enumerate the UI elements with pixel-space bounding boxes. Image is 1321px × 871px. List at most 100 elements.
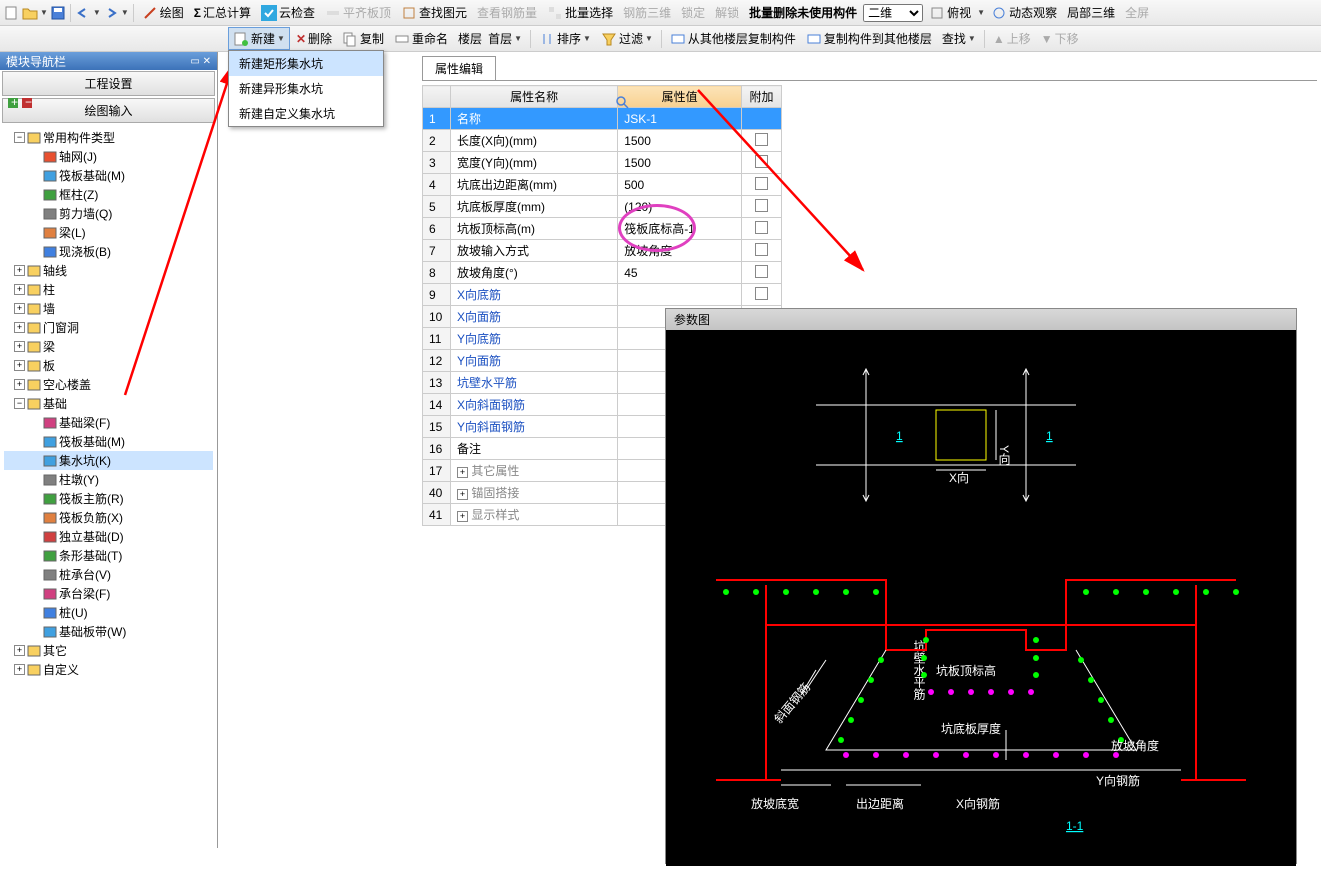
view-rebar-btn[interactable]: 查看钢筋量 (473, 2, 541, 23)
cloud-check-btn[interactable]: 云检查 (257, 2, 319, 23)
tree-item[interactable]: 桩承台(V) (4, 565, 213, 584)
new-doc-icon[interactable] (4, 5, 20, 21)
tree-toggle[interactable]: + (14, 341, 25, 352)
property-row[interactable]: 2 长度(X向)(mm) 1500 (423, 130, 782, 152)
prop-value[interactable]: JSK-1 (618, 108, 742, 130)
tree-toggle[interactable]: + (14, 322, 25, 333)
filter-btn[interactable]: 过滤 ▼ (597, 28, 657, 49)
property-row[interactable]: 5 坑底板厚度(mm) (120) (423, 196, 782, 218)
property-row[interactable]: 8 放坡角度(°) 45 (423, 262, 782, 284)
tree-item[interactable]: 筏板基础(M) (4, 166, 213, 185)
tree-item[interactable]: +门窗洞 (4, 318, 213, 337)
save-icon[interactable] (50, 5, 66, 21)
redo-icon[interactable] (103, 5, 119, 21)
prop-value[interactable]: 筏板底标高-1 (618, 218, 742, 240)
tree-item[interactable]: 独立基础(D) (4, 527, 213, 546)
tree-item[interactable]: +空心楼盖 (4, 375, 213, 394)
tree-toggle[interactable]: + (14, 379, 25, 390)
tree-item[interactable]: 承台梁(F) (4, 584, 213, 603)
find-btn[interactable]: 查找 ▼ (938, 28, 980, 49)
copy-btn[interactable]: 复制 (338, 28, 388, 49)
move-down-btn[interactable]: ▼下移 (1037, 28, 1083, 49)
dropdown-item[interactable]: 新建自定义集水坑 (229, 101, 383, 126)
tree-item[interactable]: 剪力墙(Q) (4, 204, 213, 223)
tree-item[interactable]: 条形基础(T) (4, 546, 213, 565)
batch-delete-btn[interactable]: 批量删除未使用构件 (745, 2, 861, 23)
tree-toggle[interactable]: + (14, 360, 25, 371)
tree-toggle[interactable]: + (14, 303, 25, 314)
batch-select-btn[interactable]: 批量选择 (543, 2, 617, 23)
property-row[interactable]: 6 坑板顶标高(m) 筏板底标高-1 (423, 218, 782, 240)
sidebar-controls[interactable]: ▭ ✕ (190, 56, 211, 67)
tree-item[interactable]: 框柱(Z) (4, 185, 213, 204)
dropdown-item[interactable]: 新建矩形集水坑 (229, 51, 383, 76)
dropdown-item[interactable]: 新建异形集水坑 (229, 76, 383, 101)
prop-value[interactable]: 500 (618, 174, 742, 196)
tree-item[interactable]: −基础 (4, 394, 213, 413)
orbit-btn[interactable]: 动态观察 (987, 2, 1061, 23)
tree-item[interactable]: 基础板带(W) (4, 622, 213, 641)
prop-extra[interactable] (742, 218, 782, 240)
tree-item[interactable]: 柱墩(Y) (4, 470, 213, 489)
prop-value[interactable]: 1500 (618, 130, 742, 152)
tree-item[interactable]: 筏板负筋(X) (4, 508, 213, 527)
view-mode-select[interactable]: 二维 (863, 4, 923, 22)
tree-item[interactable]: +梁 (4, 337, 213, 356)
tree-item[interactable]: +柱 (4, 280, 213, 299)
copy-to-floor-btn[interactable]: 复制构件到其他楼层 (802, 28, 936, 49)
property-row[interactable]: 4 坑底出边距离(mm) 500 (423, 174, 782, 196)
rebar-3d-btn[interactable]: 钢筋三维 (619, 2, 675, 23)
unlock-btn[interactable]: 解锁 (711, 2, 743, 23)
tree-toggle[interactable]: − (14, 132, 25, 143)
lock-btn[interactable]: 锁定 (677, 2, 709, 23)
tree-item[interactable]: 现浇板(B) (4, 242, 213, 261)
prop-value[interactable] (618, 284, 742, 306)
tree-toggle[interactable]: + (14, 265, 25, 276)
search-icon[interactable] (615, 95, 631, 111)
undo-icon[interactable] (75, 5, 91, 21)
tree-item[interactable]: 桩(U) (4, 603, 213, 622)
tree-item[interactable]: +板 (4, 356, 213, 375)
floor-select[interactable]: 首层 ▼ (484, 28, 526, 49)
tree-item[interactable]: +墙 (4, 299, 213, 318)
prop-extra[interactable] (742, 130, 782, 152)
tree-item[interactable]: +轴线 (4, 261, 213, 280)
draw-btn[interactable]: 绘图 (138, 2, 188, 23)
property-row[interactable]: 7 放坡输入方式 放坡角度 (423, 240, 782, 262)
prop-extra[interactable] (742, 196, 782, 218)
property-row[interactable]: 3 宽度(Y向)(mm) 1500 (423, 152, 782, 174)
property-row[interactable]: 9 X向底筋 (423, 284, 782, 306)
open-dropdown[interactable]: ▼ (40, 8, 48, 17)
prop-extra[interactable] (742, 152, 782, 174)
prop-extra[interactable] (742, 108, 782, 130)
prop-extra[interactable] (742, 174, 782, 196)
top-view-btn[interactable]: 俯视 (925, 2, 975, 23)
tree-item[interactable]: 集水坑(K) (4, 451, 213, 470)
tree-toggle[interactable]: − (14, 398, 25, 409)
tree-toggle[interactable]: + (14, 645, 25, 656)
prop-extra[interactable] (742, 262, 782, 284)
delete-btn[interactable]: ✕删除 (292, 28, 336, 49)
local-3d-btn[interactable]: 局部三维 (1063, 2, 1119, 23)
tree-toggle[interactable]: + (14, 664, 25, 675)
prop-value[interactable]: 45 (618, 262, 742, 284)
tree-toggle[interactable]: + (14, 284, 25, 295)
tree-item[interactable]: 梁(L) (4, 223, 213, 242)
rename-btn[interactable]: 重命名 (390, 28, 452, 49)
tab-property-edit[interactable]: 属性编辑 (422, 56, 496, 80)
open-icon[interactable] (22, 5, 38, 21)
copy-from-floor-btn[interactable]: 从其他楼层复制构件 (666, 28, 800, 49)
fullscreen-btn[interactable]: 全屏 (1121, 2, 1153, 23)
new-btn[interactable]: 新建 ▼ (228, 27, 290, 50)
prop-value[interactable]: (120) (618, 196, 742, 218)
tree-item[interactable]: −常用构件类型 (4, 128, 213, 147)
find-element-btn[interactable]: 查找图元 (397, 2, 471, 23)
tree-item[interactable]: 轴网(J) (4, 147, 213, 166)
align-top-btn[interactable]: 平齐板顶 (321, 2, 395, 23)
prop-value[interactable]: 1500 (618, 152, 742, 174)
property-row[interactable]: 1 名称 JSK-1 (423, 108, 782, 130)
project-settings-btn[interactable]: 工程设置 (2, 71, 215, 96)
sort-btn[interactable]: 排序 ▼ (535, 28, 595, 49)
tree-item[interactable]: 筏板基础(M) (4, 432, 213, 451)
prop-extra[interactable] (742, 284, 782, 306)
